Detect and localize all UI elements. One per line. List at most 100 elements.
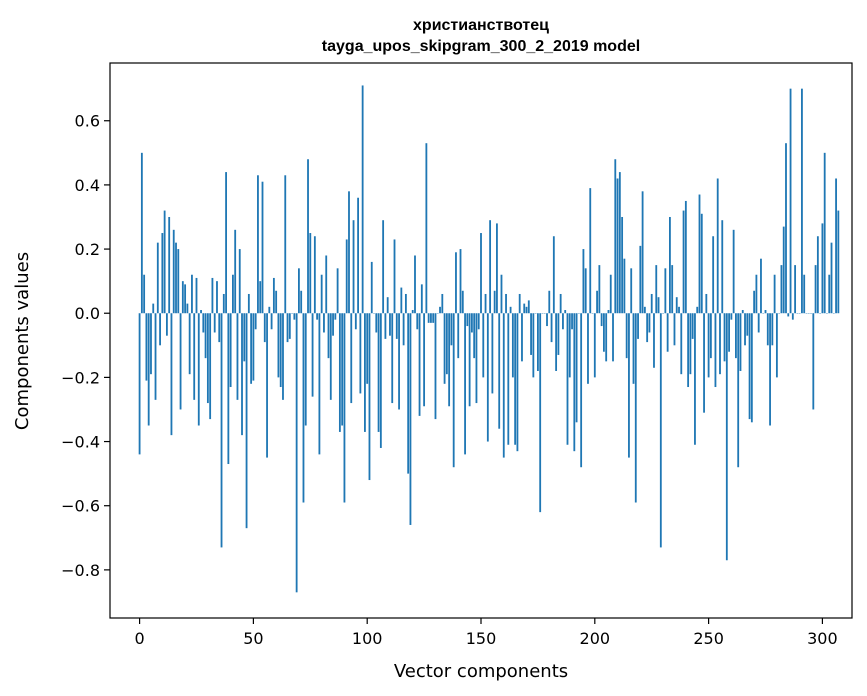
bar: [791, 313, 794, 320]
bar: [316, 313, 319, 320]
chart-subtitle: tayga_upos_skipgram_300_2_2019 model: [322, 38, 640, 55]
bar: [259, 281, 262, 314]
bar: [489, 220, 492, 314]
x-tick-label: 150: [466, 629, 497, 648]
y-tick-label: −0.8: [61, 561, 100, 580]
bar: [427, 313, 430, 323]
bar: [587, 313, 589, 384]
bar: [348, 191, 350, 314]
bar: [140, 152, 143, 314]
bar: [216, 281, 218, 314]
y-tick-label: 0.4: [75, 176, 100, 195]
bar: [188, 313, 191, 375]
bar: [179, 313, 182, 410]
bar: [814, 265, 817, 314]
x-tick-label: 50: [243, 629, 263, 648]
bar: [548, 290, 551, 314]
bar: [482, 313, 485, 378]
bar: [307, 159, 309, 314]
bar: [719, 313, 721, 375]
bar: [682, 210, 685, 314]
bar: [639, 245, 642, 314]
bar: [270, 313, 273, 330]
bar: [366, 313, 369, 384]
bar: [302, 313, 305, 503]
bar: [634, 313, 637, 503]
bar: [161, 233, 164, 314]
bar: [384, 313, 387, 339]
y-tick-label: −0.6: [61, 497, 100, 516]
bar: [532, 313, 535, 378]
bar: [368, 313, 371, 481]
bar: [345, 239, 348, 314]
bar: [714, 313, 717, 388]
bar: [598, 265, 601, 314]
bar: [298, 268, 300, 314]
bar: [514, 313, 517, 445]
bar: [716, 178, 719, 314]
bar: [696, 306, 699, 314]
bar: [625, 313, 628, 359]
bar: [694, 313, 696, 445]
bar: [404, 293, 407, 314]
bar: [527, 300, 530, 314]
bar: [773, 274, 776, 314]
bar: [609, 274, 612, 314]
bar: [803, 274, 806, 314]
bar: [835, 178, 837, 314]
bar: [646, 313, 649, 343]
bar: [434, 313, 437, 420]
bar: [284, 175, 287, 314]
bar: [323, 313, 325, 333]
bar: [502, 313, 505, 458]
bar: [395, 313, 398, 339]
bar: [486, 313, 489, 442]
bar: [177, 249, 180, 314]
x-tick-label: 300: [807, 629, 838, 648]
bar: [439, 306, 441, 314]
bar: [616, 178, 619, 314]
bar: [766, 313, 769, 346]
bar: [234, 229, 237, 314]
bar: [618, 172, 621, 314]
bar: [709, 313, 712, 359]
bar: [741, 310, 744, 314]
bar: [632, 313, 635, 384]
bar: [420, 284, 423, 314]
bar: [830, 242, 833, 314]
bar: [789, 88, 792, 314]
y-tick-label: −0.4: [61, 433, 100, 452]
bar: [325, 255, 328, 314]
bar: [712, 236, 715, 314]
y-tick-label: 0.0: [75, 304, 100, 323]
bar: [700, 213, 703, 314]
bar: [648, 313, 651, 333]
bar: [521, 313, 523, 362]
bar: [300, 290, 303, 314]
bar: [828, 274, 831, 314]
bar: [211, 277, 214, 314]
x-axis-ticks: 0 50 100 150 200 250 300: [134, 618, 838, 648]
bar: [664, 268, 667, 314]
x-tick-label: 100: [352, 629, 383, 648]
bar: [175, 242, 177, 314]
bar: [414, 255, 416, 314]
bar: [653, 313, 655, 368]
bar: [650, 293, 653, 314]
bar: [338, 313, 341, 432]
chart-title: христианствотец: [413, 17, 549, 34]
bar: [181, 281, 184, 314]
bar: [621, 216, 624, 314]
bar: [525, 306, 528, 314]
bar: [575, 313, 578, 423]
bar: [603, 313, 605, 352]
bar: [379, 313, 382, 448]
bar: [466, 313, 469, 327]
bar: [220, 313, 223, 548]
bar: [327, 313, 330, 359]
bar: [669, 216, 671, 314]
bar: [516, 313, 519, 452]
bar: [655, 265, 658, 314]
bar: [536, 313, 539, 371]
